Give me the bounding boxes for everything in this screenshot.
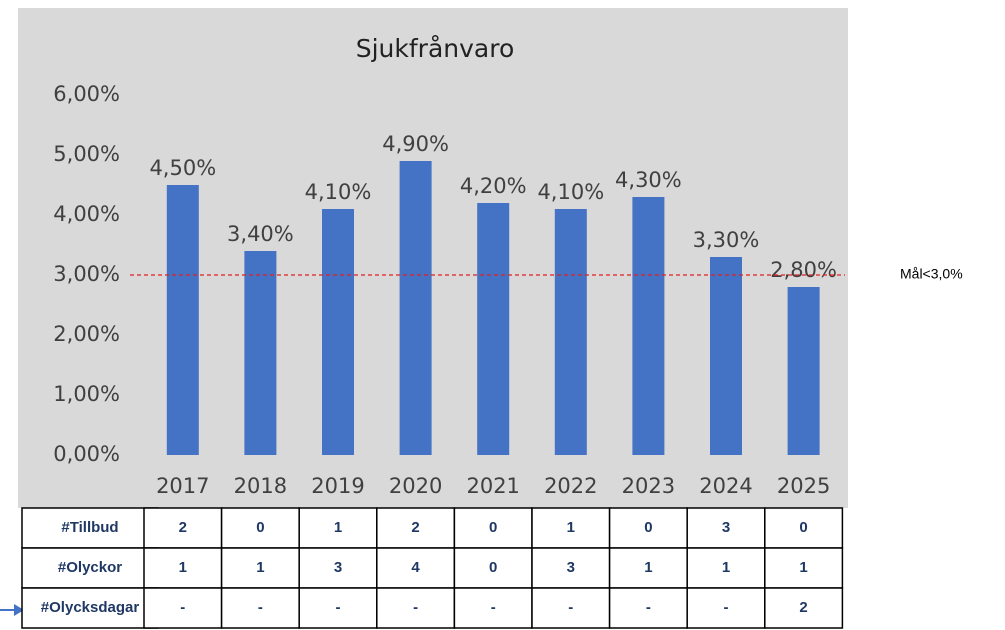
table-value: 1 [644, 559, 652, 576]
table-value: 0 [489, 519, 497, 536]
table-value: 3 [722, 519, 730, 536]
table-value: - [568, 599, 573, 616]
table-value: - [258, 599, 263, 616]
data-label: 4,20% [460, 174, 527, 198]
bar [166, 185, 199, 455]
bar [632, 197, 665, 455]
table-cell [608, 587, 688, 629]
x-tick-label: 2019 [311, 474, 364, 498]
table-value: 1 [334, 519, 342, 536]
row-header: #Olyckor [58, 559, 122, 576]
table-value: - [491, 599, 496, 616]
table-value: - [724, 599, 729, 616]
data-label: 4,30% [615, 168, 682, 192]
table-cell [686, 587, 766, 629]
target-label: Mål<3,0% [900, 266, 963, 282]
table-value: - [413, 599, 418, 616]
table-value: 2 [179, 519, 187, 536]
table-value: 1 [256, 559, 264, 576]
y-tick-label: 2,00% [53, 322, 120, 346]
table-cell [143, 547, 223, 589]
table-cell [764, 507, 844, 549]
table-cell [220, 547, 300, 589]
y-tick-label: 4,00% [53, 202, 120, 226]
y-tick-label: 0,00% [53, 442, 120, 466]
table-value: - [180, 599, 185, 616]
x-tick-label: 2018 [234, 474, 287, 498]
y-tick-label: 5,00% [53, 142, 120, 166]
bar [244, 251, 277, 455]
table-cell [531, 507, 611, 549]
table-value: - [336, 599, 341, 616]
table-cell [608, 547, 688, 589]
table-cell [298, 587, 378, 629]
table-cell [531, 547, 611, 589]
table-cell [21, 547, 159, 589]
arrow-head [14, 604, 24, 616]
chart-background [18, 8, 848, 508]
y-tick-label: 3,00% [53, 262, 120, 286]
data-label: 4,50% [149, 156, 216, 180]
table-cell [453, 587, 533, 629]
table-cell [764, 587, 844, 629]
table-value: 3 [567, 559, 575, 576]
table-value: 1 [799, 559, 807, 576]
table-value: 4 [411, 559, 420, 576]
table-cell [453, 507, 533, 549]
bar [322, 209, 354, 455]
table-value: - [646, 599, 651, 616]
data-label: 3,30% [693, 228, 760, 252]
bar [477, 203, 510, 455]
table-value: 0 [644, 519, 652, 536]
x-tick-label: 2025 [777, 474, 830, 498]
x-tick-label: 2020 [389, 474, 442, 498]
table-value: 2 [411, 519, 419, 536]
table-cell [376, 507, 456, 549]
table-cell [531, 587, 611, 629]
bar [554, 209, 587, 455]
table-value: 1 [722, 559, 730, 576]
bar [710, 257, 742, 455]
table-cell [764, 547, 844, 589]
chart-title: Sjukfrånvaro [356, 34, 515, 63]
data-label: 4,90% [382, 132, 449, 156]
x-tick-label: 2024 [699, 474, 752, 498]
data-label: 2,80% [770, 258, 837, 282]
data-label: 4,10% [537, 180, 604, 204]
table-value: 3 [334, 559, 342, 576]
bar [399, 161, 432, 455]
x-tick-label: 2017 [156, 474, 209, 498]
x-tick-label: 2023 [622, 474, 675, 498]
y-tick-label: 1,00% [53, 382, 120, 406]
table-value: 1 [179, 559, 187, 576]
table-value: 0 [256, 519, 264, 536]
data-label: 3,40% [227, 222, 294, 246]
x-tick-label: 2022 [544, 474, 597, 498]
x-tick-label: 2021 [466, 474, 519, 498]
table-value: 2 [799, 599, 807, 616]
table-value: 0 [799, 519, 807, 536]
table-value: 0 [489, 559, 497, 576]
table-value: 1 [567, 519, 575, 536]
table-cell [298, 547, 378, 589]
bar [787, 287, 820, 455]
table-cell [608, 507, 688, 549]
y-tick-label: 6,00% [53, 82, 120, 106]
table-cell [220, 587, 300, 629]
data-label: 4,10% [305, 180, 372, 204]
row-header: #Tillbud [61, 519, 118, 536]
row-header: #Olycksdagar [41, 599, 140, 616]
